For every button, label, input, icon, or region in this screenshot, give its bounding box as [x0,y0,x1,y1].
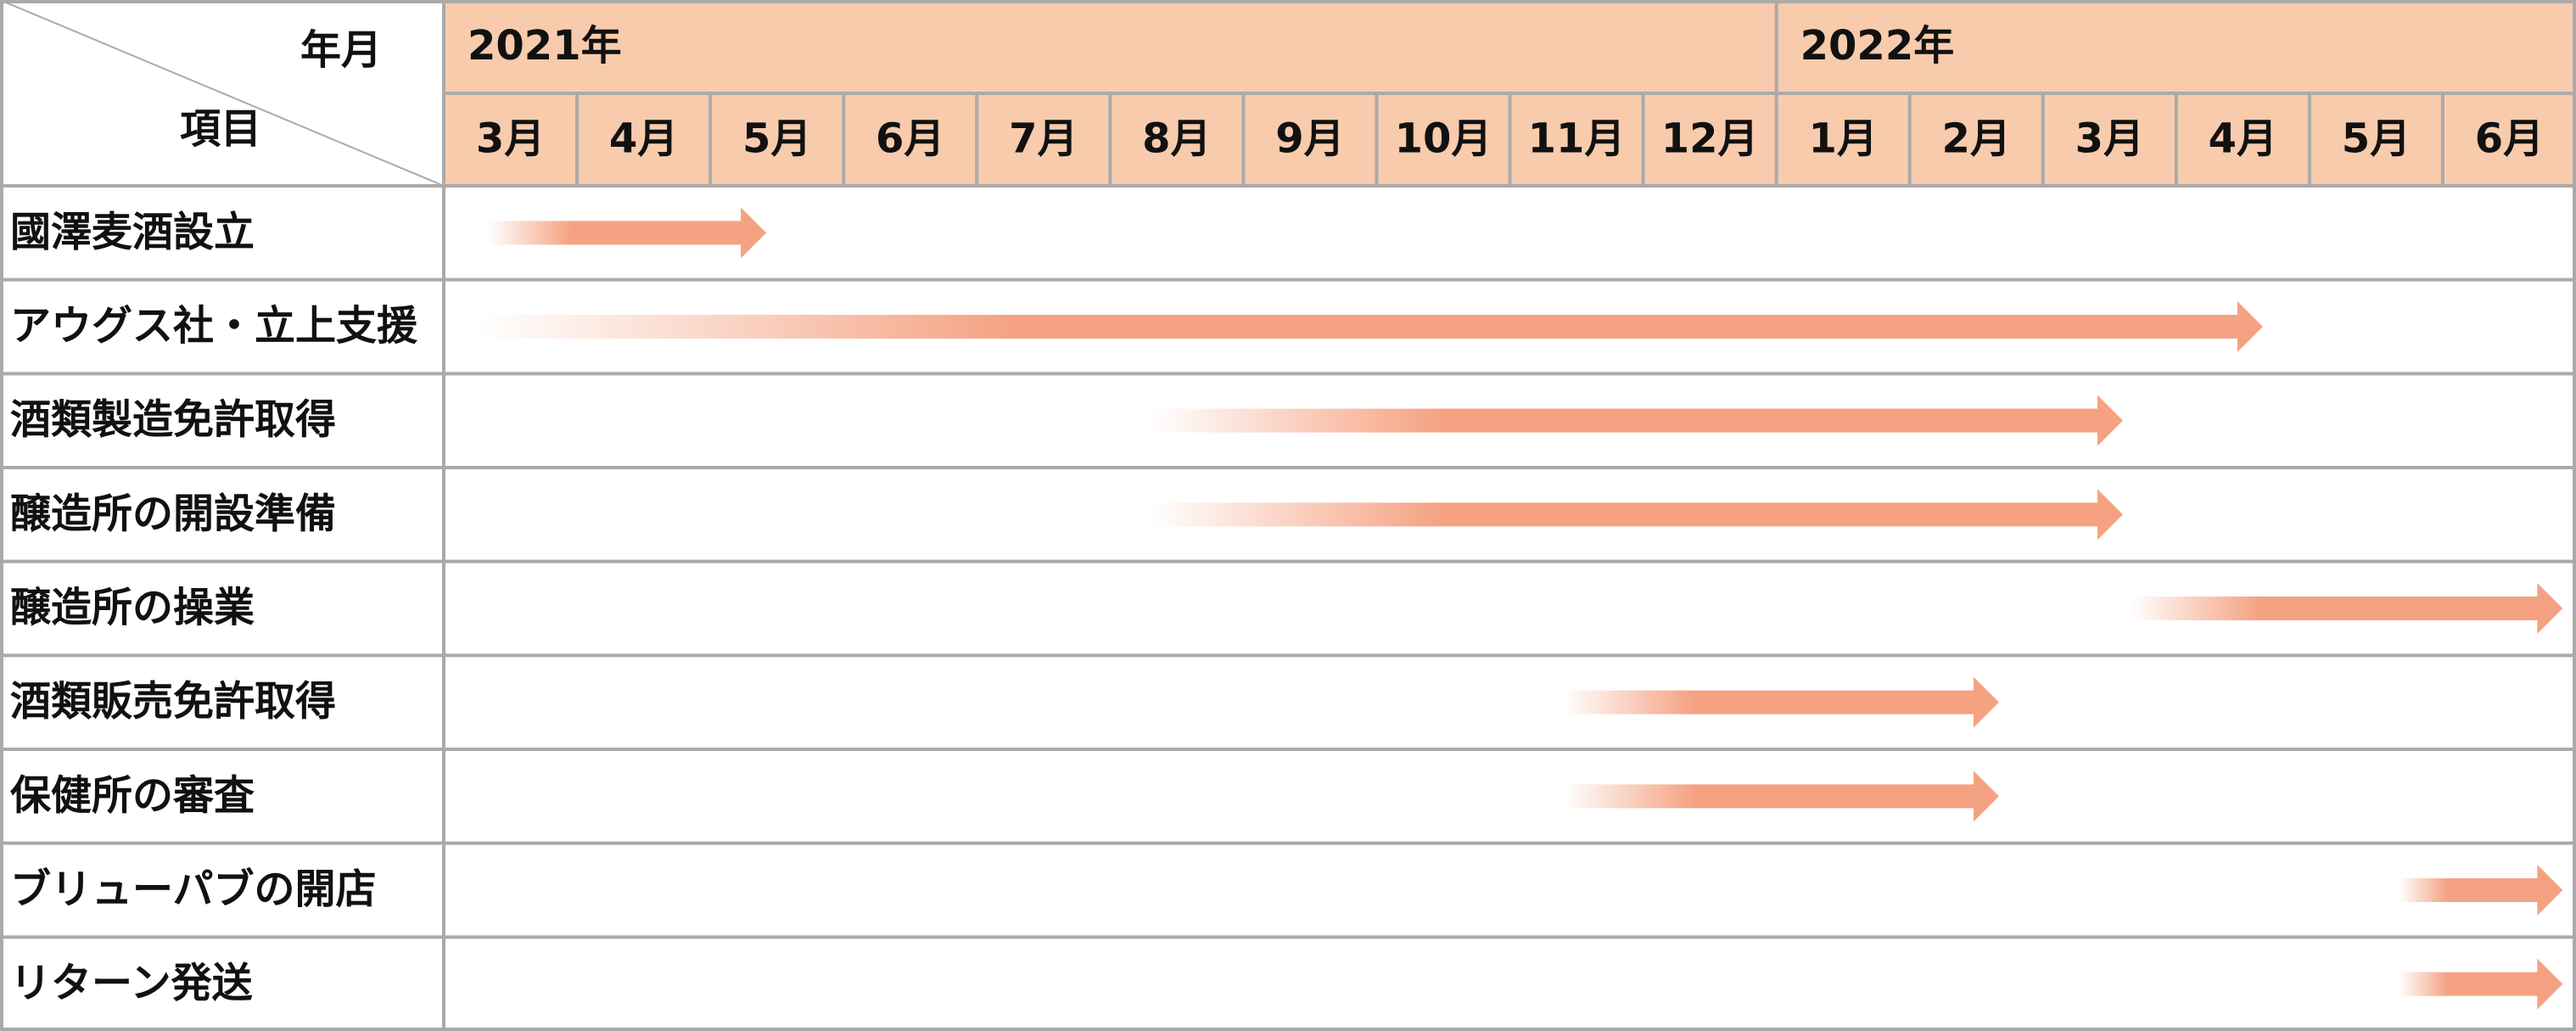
month-label: 2月 [1942,115,2011,163]
month-label: 3月 [476,115,545,163]
month-label: 5月 [2342,115,2411,163]
task-label: 醸造所の操業 [10,584,255,631]
task-arrow [1150,395,2123,446]
task-arrow [1563,676,1999,728]
task-arrow [1150,489,2123,541]
month-label: 4月 [2209,115,2277,163]
month-label: 6月 [876,115,944,163]
month-label: 12月 [1661,115,1759,163]
task-label: 國澤麦酒設立 [10,208,255,255]
corner-bottom: 項目 [180,105,261,153]
month-label: 5月 [742,115,811,163]
month-label: 9月 [1275,115,1344,163]
task-label: アウグス社・立上支援 [10,302,418,350]
month-label: 4月 [609,115,678,163]
task-label: ブリューパブの開店 [10,866,377,913]
task-arrow [2129,583,2563,634]
month-label: 11月 [1528,115,1626,163]
task-arrow [2399,958,2563,1010]
task-label: 保健所の審査 [10,771,255,819]
month-label: 7月 [1009,115,1078,163]
month-label: 6月 [2475,115,2544,163]
task-label: 酒類販売免許取得 [10,678,336,726]
corner-diagonal [0,0,445,187]
month-label: 8月 [1142,115,1211,163]
corner-top: 年月 [300,26,382,74]
task-label: 醸造所の開設準備 [10,490,336,537]
task-arrow [2399,865,2563,916]
month-label: 1月 [1808,115,1877,163]
task-label: 酒類製造免許取得 [10,396,336,444]
task-arrow [477,301,2263,352]
month-label: 10月 [1395,115,1492,163]
task-label: リターン発送 [10,960,253,1007]
year-label: 2022年 [1800,22,1955,70]
task-arrow [487,207,767,259]
month-label: 3月 [2075,115,2144,163]
task-arrow [1563,770,1999,822]
year-label: 2021年 [468,22,622,70]
